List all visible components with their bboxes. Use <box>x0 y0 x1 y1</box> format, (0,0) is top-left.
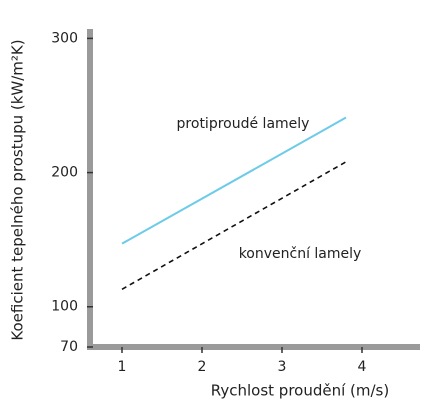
y-axis-label: Koeficient tepelného prostupu (kW/m²K) <box>9 39 27 340</box>
x-tick-label: 3 <box>278 359 287 375</box>
y-tick-label: 200 <box>51 165 78 181</box>
x-tick-label: 2 <box>198 359 207 375</box>
series-label: konvenční lamely <box>239 246 362 262</box>
x-tick-label: 1 <box>118 359 127 375</box>
y-tick-label: 100 <box>51 299 78 315</box>
series-line <box>121 161 347 290</box>
y-tick-label: 300 <box>51 30 78 46</box>
series-line <box>121 116 347 245</box>
y-tick-label: 70 <box>60 339 78 355</box>
series-label: protiproudé lamely <box>177 116 310 132</box>
x-axis-label: Rychlost proudění (m/s) <box>211 382 389 400</box>
x-tick-label: 4 <box>358 359 367 375</box>
